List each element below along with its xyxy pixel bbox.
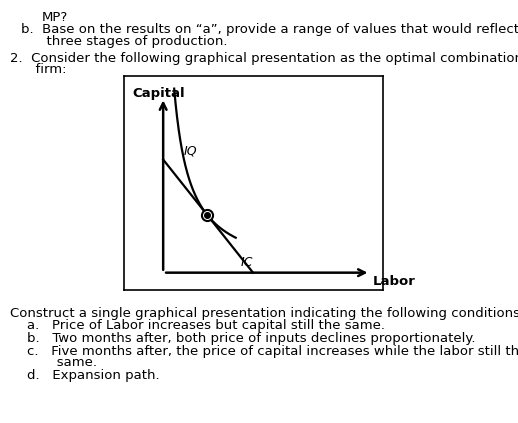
Text: c.   Five months after, the price of capital increases while the labor still the: c. Five months after, the price of capit…: [10, 345, 518, 358]
Text: Capital: Capital: [132, 87, 185, 100]
Text: a.   Price of Labor increases but capital still the same.: a. Price of Labor increases but capital …: [10, 319, 385, 332]
Text: same.: same.: [10, 356, 97, 369]
Text: b.  Base on the results on “a”, provide a range of values that would reflect the: b. Base on the results on “a”, provide a…: [21, 23, 518, 36]
Text: 2.  Consider the following graphical presentation as the optimal combination of : 2. Consider the following graphical pres…: [10, 52, 518, 65]
Text: Construct a single graphical presentation indicating the following conditions:: Construct a single graphical presentatio…: [10, 307, 518, 320]
Text: firm:: firm:: [10, 63, 67, 76]
Text: three stages of production.: three stages of production.: [21, 35, 227, 48]
Text: IC: IC: [241, 256, 253, 269]
Text: IQ: IQ: [184, 145, 197, 158]
Text: d.   Expansion path.: d. Expansion path.: [10, 369, 160, 382]
Text: Labor: Labor: [373, 275, 416, 288]
Text: b.   Two months after, both price of inputs declines proportionately.: b. Two months after, both price of input…: [10, 332, 476, 345]
Text: MP?: MP?: [41, 11, 68, 24]
